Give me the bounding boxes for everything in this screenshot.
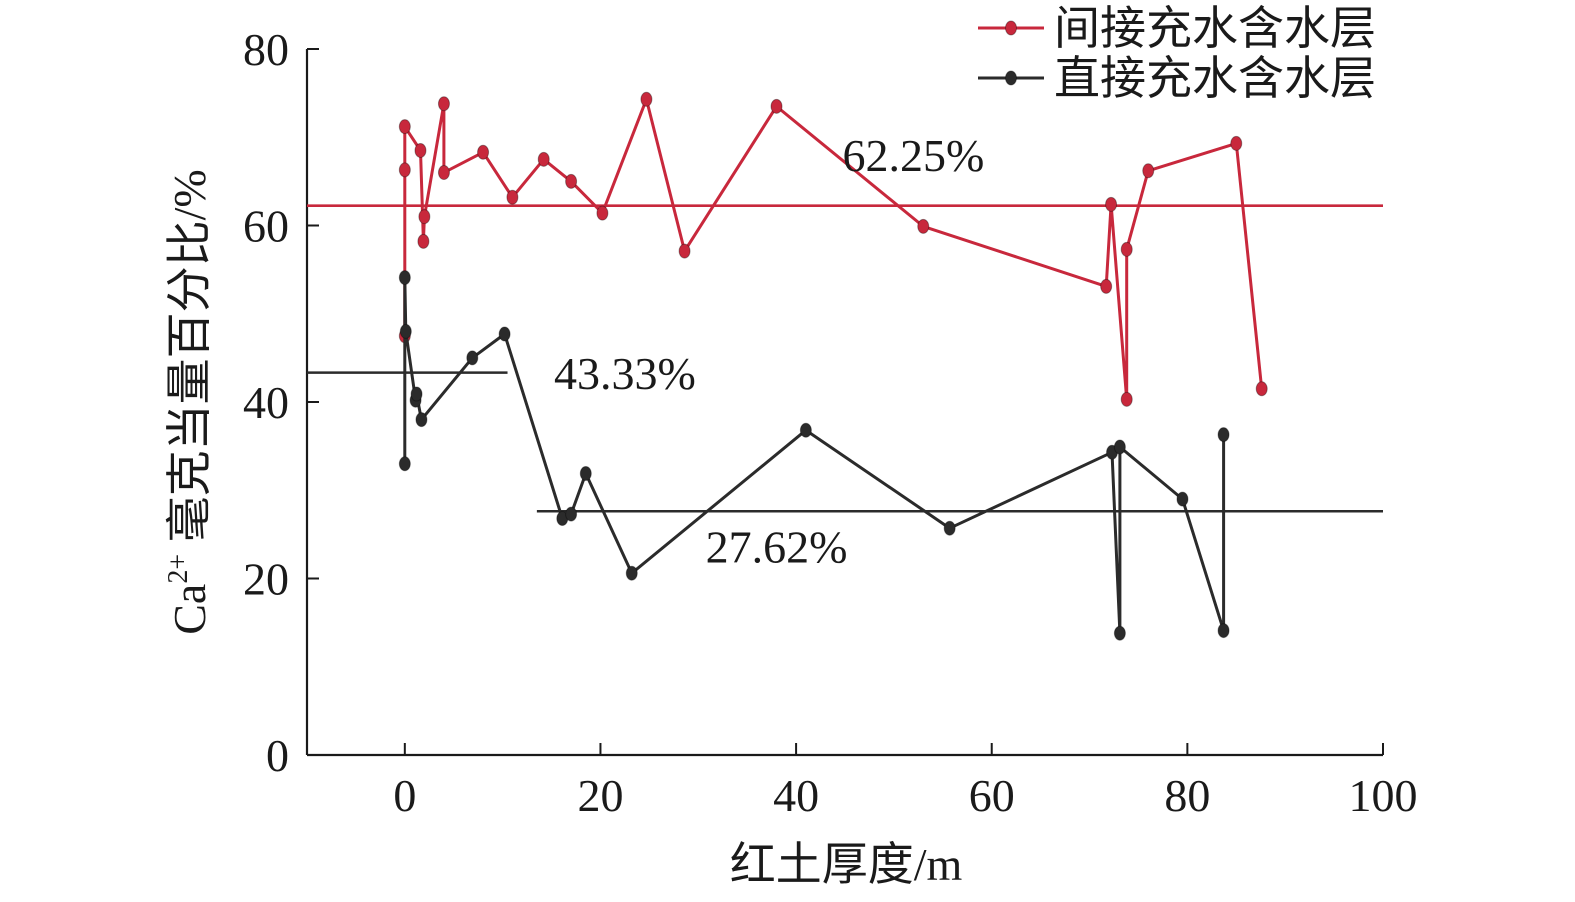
- data-point: [565, 173, 578, 189]
- data-point: [410, 386, 423, 402]
- x-tick-label: 100: [1349, 770, 1418, 821]
- data-point: [417, 233, 430, 249]
- y-axis-label-sup: 2+: [163, 554, 194, 584]
- x-tick-label: 40: [773, 770, 819, 821]
- series-0: [398, 91, 1268, 407]
- data-point: [917, 218, 930, 234]
- data-point: [1230, 135, 1243, 151]
- mean-line-label: 62.25%: [843, 130, 985, 181]
- legend-label: 间接充水含水层: [1054, 3, 1376, 54]
- data-point: [537, 151, 550, 167]
- data-point: [799, 422, 812, 438]
- data-point: [1105, 196, 1118, 212]
- data-point: [437, 96, 450, 112]
- data-point: [1113, 625, 1126, 641]
- axes: 0 20 40 60 80 100 0 20 40 60 80 红土厚度/m Ca2+ 毫克当量百分比/…: [163, 24, 1418, 890]
- data-point: [398, 270, 411, 286]
- data-point: [498, 326, 511, 342]
- y-tick-label: 80: [243, 24, 289, 75]
- data-point: [596, 205, 609, 221]
- data-point: [1217, 623, 1230, 639]
- series-group: [398, 91, 1268, 641]
- data-point: [398, 119, 411, 135]
- data-point: [1100, 278, 1113, 294]
- data-point: [579, 465, 592, 481]
- mean-lines: [307, 204, 1383, 513]
- data-point: [418, 209, 431, 225]
- data-point: [625, 565, 638, 581]
- data-point: [1120, 391, 1133, 407]
- mean-line-label: 43.33%: [554, 348, 696, 399]
- data-point: [415, 412, 428, 428]
- data-point: [678, 243, 691, 259]
- y-axis-label-main: Ca: [164, 584, 215, 635]
- data-point: [1176, 491, 1189, 507]
- legend-marker: [1005, 70, 1017, 86]
- y-tick-label: 20: [243, 554, 289, 605]
- data-point: [398, 456, 411, 472]
- data-point: [477, 144, 490, 160]
- legend-marker: [1005, 20, 1017, 36]
- data-point: [770, 98, 783, 114]
- y-axis-label-rest: 毫克当量百分比/%: [164, 169, 215, 554]
- data-point: [1217, 427, 1230, 443]
- y-tick-label: 0: [266, 730, 289, 781]
- data-point: [414, 142, 427, 158]
- x-tick-label: 80: [1164, 770, 1210, 821]
- mean-line-label: 27.62%: [706, 522, 848, 573]
- x-tick-label: 20: [577, 770, 623, 821]
- legend-item: 间接充水含水层: [978, 3, 1376, 54]
- data-point: [466, 350, 479, 366]
- series-line: [403, 276, 1226, 635]
- series-line: [403, 97, 1264, 401]
- data-point: [943, 520, 956, 536]
- legend-label: 直接充水含水层: [1054, 53, 1376, 104]
- y-axis-label: Ca2+ 毫克当量百分比/%: [163, 169, 215, 635]
- y-tick-label: 60: [243, 201, 289, 252]
- y-tick-label: 40: [243, 377, 289, 428]
- labels: 62.25% 43.33% 27.62%: [554, 130, 984, 573]
- data-point: [565, 506, 578, 522]
- data-point: [398, 162, 411, 178]
- x-tick-label: 60: [969, 770, 1015, 821]
- data-point: [1113, 439, 1126, 455]
- data-point: [399, 323, 412, 339]
- series-1: [398, 270, 1230, 641]
- x-tick-label: 0: [393, 770, 416, 821]
- data-point: [1120, 241, 1133, 257]
- data-point: [437, 165, 450, 181]
- data-point: [640, 91, 653, 107]
- x-axis-label: 红土厚度/m: [730, 839, 963, 890]
- data-point: [506, 189, 519, 205]
- legend-item: 直接充水含水层: [978, 53, 1376, 104]
- data-point: [1142, 163, 1155, 179]
- data-point: [1255, 381, 1268, 397]
